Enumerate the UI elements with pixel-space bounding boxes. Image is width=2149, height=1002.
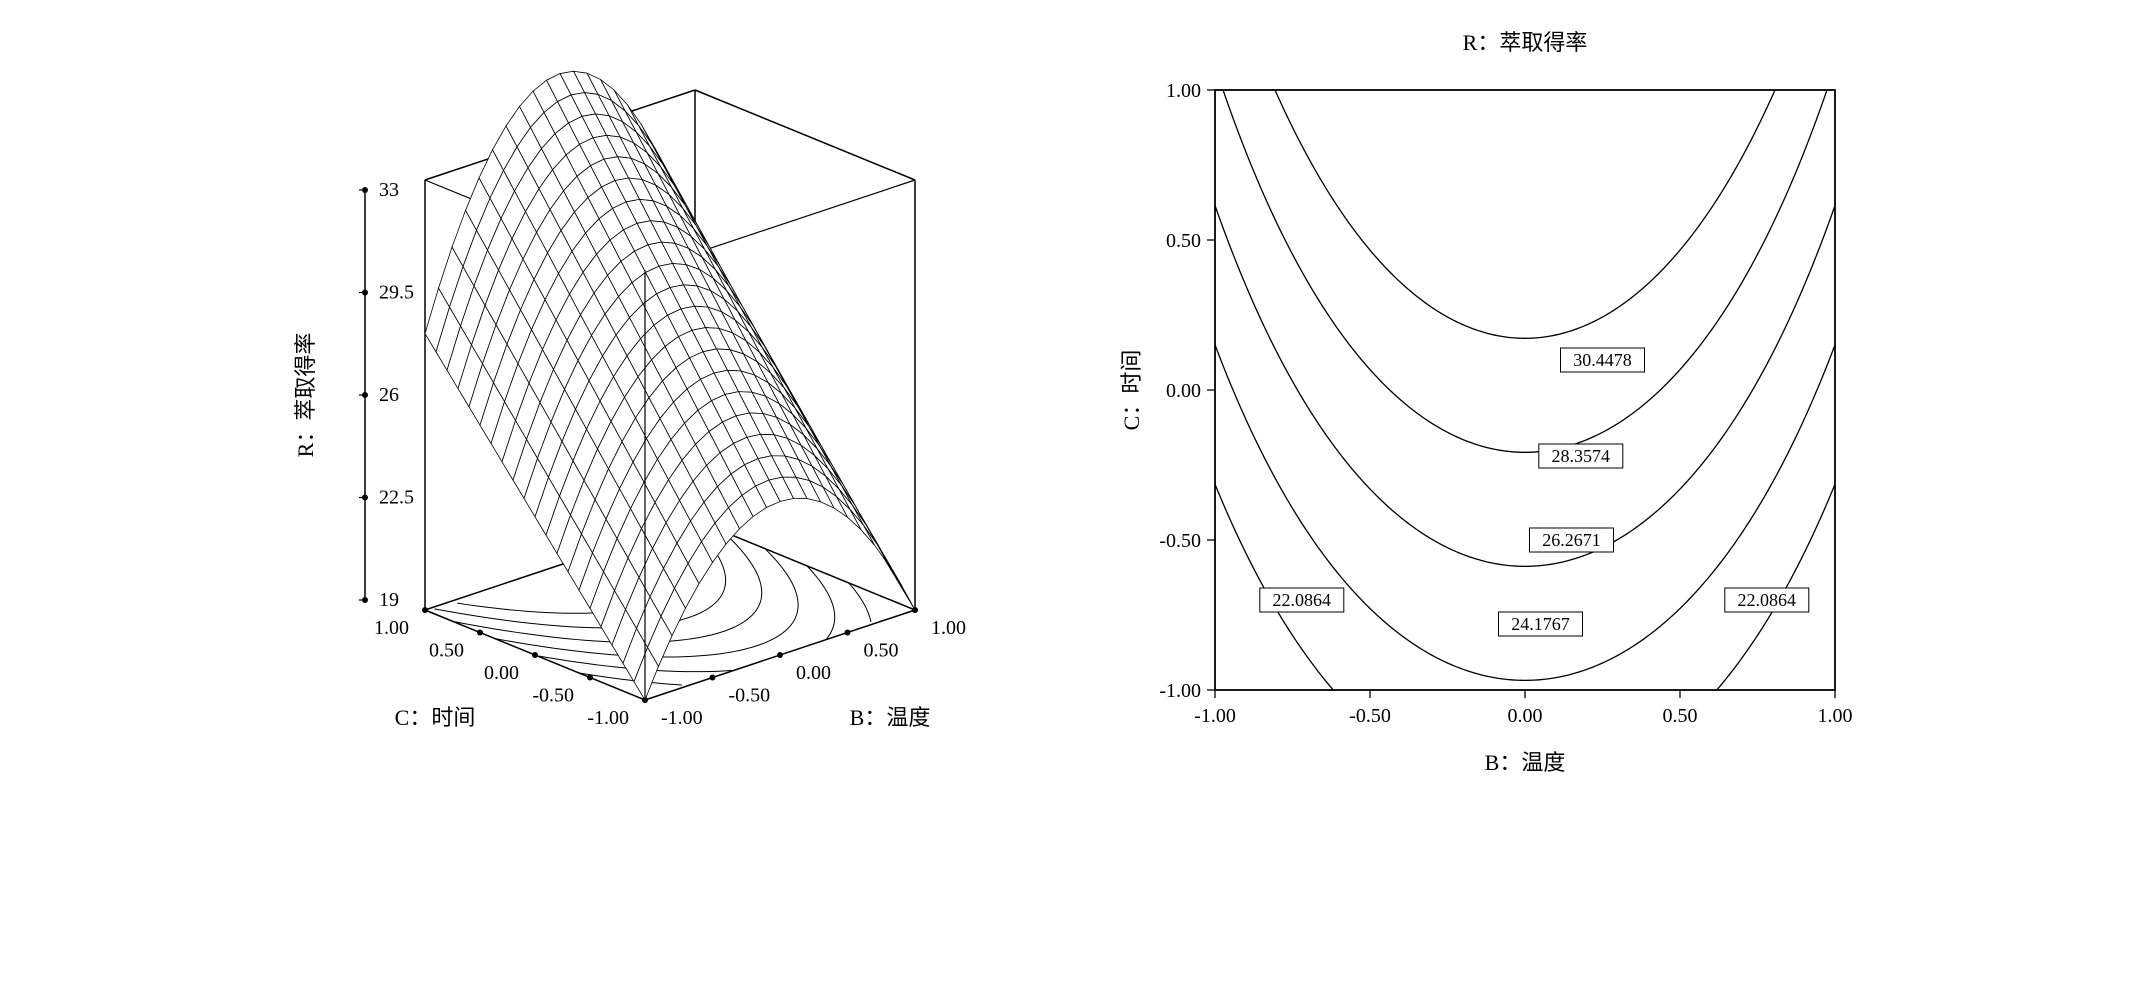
svg-text:-1.00: -1.00 [587,707,629,729]
svg-text:0.50: 0.50 [429,640,464,662]
svg-text:26: 26 [379,384,399,406]
svg-text:0.00: 0.00 [1166,380,1201,402]
svg-text:22.5: 22.5 [379,487,414,509]
svg-text:1.00: 1.00 [1166,80,1201,102]
svg-text:0.50: 0.50 [863,640,898,662]
contour-lines [1215,20,1835,794]
chart-container: 19 22.5 26 29.5 33 R：萃取得率 -1.00 -0.50 0.00 0.50 1.… [285,20,1865,800]
contour-label-text: 24.1767 [1511,614,1570,634]
svg-text:-0.50: -0.50 [532,685,574,707]
svg-text:-1.00: -1.00 [1194,705,1236,727]
contour-svg: R：萃取得率 -1.00 -0.50 0.00 0.50 1.00 -1.00 -0.50 0.… [1105,20,1865,800]
b-axis-label: B：温度 [849,705,930,730]
svg-text:-1.00: -1.00 [661,707,703,729]
svg-text:0.00: 0.00 [1507,705,1542,727]
contour-label-text: 26.2671 [1542,530,1601,550]
contour-title: R：萃取得率 [1462,30,1587,55]
x-axis-label: B：温度 [1484,750,1565,775]
y-axis-label: C：时间 [1119,350,1144,431]
surface-svg: 19 22.5 26 29.5 33 R：萃取得率 -1.00 -0.50 0.00 0.50 1.… [285,20,1045,800]
contour-label-text: 22.0864 [1737,590,1796,610]
svg-text:0.00: 0.00 [796,662,831,684]
svg-text:19: 19 [379,589,399,611]
contour-label-text: 22.0864 [1272,590,1331,610]
contour-label-text: 30.4478 [1573,350,1632,370]
c-axis-label: C：时间 [394,705,475,730]
z-axis-label: R：萃取得率 [293,333,318,458]
svg-text:29.5: 29.5 [379,282,414,304]
contour-label-text: 28.3574 [1551,446,1610,466]
surface-panel: 19 22.5 26 29.5 33 R：萃取得率 -1.00 -0.50 0.00 0.50 1.… [285,20,1045,800]
svg-text:33: 33 [379,179,399,201]
contour-panel: R：萃取得率 -1.00 -0.50 0.00 0.50 1.00 -1.00 -0.50 0.… [1105,20,1865,800]
svg-text:0.00: 0.00 [484,662,519,684]
svg-text:1.00: 1.00 [931,617,966,639]
svg-text:1.00: 1.00 [374,617,409,639]
svg-text:-0.50: -0.50 [1349,705,1391,727]
svg-text:-0.50: -0.50 [1159,530,1201,552]
svg-text:-0.50: -0.50 [728,685,770,707]
svg-text:0.50: 0.50 [1662,705,1697,727]
svg-text:-1.00: -1.00 [1159,680,1201,702]
svg-text:1.00: 1.00 [1817,705,1852,727]
svg-text:0.50: 0.50 [1166,230,1201,252]
